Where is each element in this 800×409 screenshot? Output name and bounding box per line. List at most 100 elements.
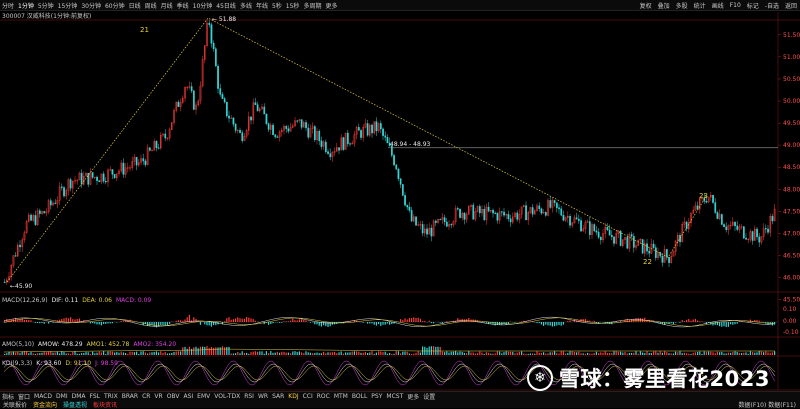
macd-histogram-bar [303,320,304,322]
amo-volume-bar [596,352,597,355]
amo-volume-bar [545,354,546,355]
amo-volume-bar [39,353,40,355]
amo-volume-bar [402,352,403,355]
toolbar-right-item[interactable]: 多股 [673,1,691,10]
macd-histogram-bar [756,320,757,322]
indicator-tab[interactable]: KDJ [286,393,300,400]
toolbar-right-item[interactable]: 画线 [709,1,727,10]
period-tab[interactable]: 45日线 [214,1,238,10]
toolbar-right-item[interactable]: 复权 [637,1,655,10]
toolbar-right-item[interactable]: 叠加 [655,1,673,10]
amo-volume-bar [239,353,240,355]
period-tab[interactable]: 分时 [0,1,16,10]
amo-volume-bar [275,353,276,355]
status-tab[interactable]: 资金流向 [30,400,60,409]
indicator-tab[interactable]: ASI [181,393,195,400]
indicator-tab[interactable]: PSY [369,393,384,400]
amo-volume-bar [418,351,419,355]
amo-volume-bar [664,351,665,355]
macd-histogram-bar [226,318,227,322]
indicator-tab[interactable]: RSI [242,393,256,400]
indicator-tab[interactable]: MTM [332,393,350,400]
amo-volume-bar [352,352,353,355]
amo-volume-bar [57,352,58,355]
indicator-tab[interactable]: EMV [195,393,212,400]
macd-histogram-bar [248,318,249,322]
indicator-tab[interactable]: BOLL [350,393,369,400]
amo-volume-bar [308,352,309,355]
period-tab[interactable]: 日线 [127,1,143,10]
indicator-tab[interactable]: WR [256,393,270,400]
candle-body [308,128,309,137]
candle-body [228,116,229,118]
period-tab[interactable]: 5秒 [270,1,284,10]
period-tab[interactable]: 10分钟 [191,1,215,10]
price-axis-label: 46.00 [783,275,800,282]
amo-volume-bar [620,352,621,355]
candle-body [367,124,368,136]
indicator-tab[interactable]: ROC [315,393,332,400]
status-tab[interactable]: 操盘透视 [60,400,90,409]
candle-body [242,133,243,141]
candle-body [561,209,562,215]
amo-volume-bar [616,351,617,355]
status-tab[interactable]: 关联报价 [0,400,30,409]
period-tab[interactable]: 30分钟 [79,1,103,10]
candle-body [143,159,144,161]
indicator-tab[interactable]: CCI [301,393,315,400]
indicator-tab[interactable]: CR [140,393,152,400]
period-tab[interactable]: 月线 [159,1,175,10]
period-tab[interactable]: 更多 [323,1,339,10]
candle-body [81,173,82,184]
indicator-tab[interactable]: MCST [384,393,405,400]
amo-volume-bar [455,351,456,355]
macd-histogram-bar [310,322,311,323]
candle-body [391,146,392,155]
period-tab[interactable]: 60分钟 [103,1,127,10]
period-tab[interactable]: 15分钟 [56,1,80,10]
candle-body [301,120,302,128]
toolbar-right-item[interactable]: F10 [727,2,744,9]
toolbar-right-item[interactable]: 标记 [744,1,762,10]
macd-histogram-bar [101,322,102,325]
candle-body [44,211,45,213]
macd-histogram-bar [521,321,522,322]
amo-volume-bar [633,353,634,355]
period-tab[interactable]: 多周期 [301,1,323,10]
amo-volume-bar [475,354,476,355]
amo-volume-bar [211,347,212,355]
amo-volume-bar [446,351,447,355]
candle-body [272,125,273,135]
period-tab[interactable]: 1分钟 [16,1,36,10]
indicator-tab[interactable]: OBV [165,393,182,400]
macd-histogram-bar [690,321,691,322]
amo-volume-bar [336,353,337,355]
toolbar-right-item[interactable]: 返回 [782,1,800,10]
amo-volume-bar [118,353,119,355]
indicator-tab[interactable]: BRAR [120,393,140,400]
candle-body [257,105,258,111]
period-tab[interactable]: 周线 [143,1,159,10]
candle-body [226,102,227,116]
amo-volume-bar [737,352,738,355]
toolbar-right-item[interactable]: -自选 [762,1,782,10]
amo-volume-bar [506,351,507,355]
macd-histogram-bar [165,322,166,326]
amo-volume-bar [114,353,115,355]
toolbar-right-item[interactable]: 统计 [691,1,709,10]
indicator-tab[interactable]: VOL-TDX [212,393,242,400]
period-tab[interactable]: 多线 [238,1,254,10]
amo-volume-bar [6,353,7,355]
amo-volume-bar [147,354,148,355]
period-tab[interactable]: 15秒 [284,1,302,10]
indicator-tab[interactable]: VR [152,393,164,400]
amo-volume-bar [156,351,157,355]
period-tab[interactable]: 季线 [175,1,191,10]
period-tab[interactable]: 年线 [254,1,270,10]
indicator-tab[interactable]: SAR [270,393,286,400]
status-tab[interactable]: 板块资讯 [90,400,120,409]
period-tab[interactable]: 5分钟 [36,1,56,10]
macd-histogram-bar [288,321,289,322]
kdj-d: D: 91.10 [65,360,91,367]
